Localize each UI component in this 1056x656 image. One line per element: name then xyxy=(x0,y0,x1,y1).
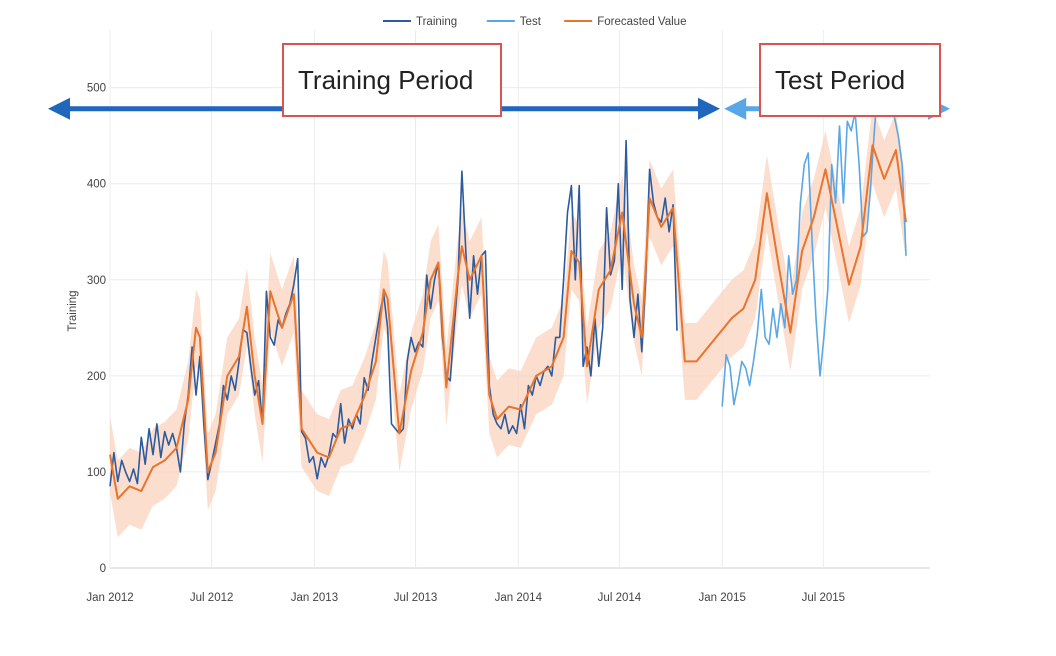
x-tick-label: Jan 2014 xyxy=(495,592,543,604)
y-tick-label: 300 xyxy=(87,275,106,287)
axes: 0 100 200 300 400 500 Jan 2012 Jul 2012 Jan 2013… xyxy=(67,83,845,604)
period-arrow-head-right xyxy=(698,97,720,120)
legend-entry: Forecasted Value xyxy=(597,16,686,28)
x-tick-label: Jan 2013 xyxy=(291,592,338,604)
series-lines xyxy=(109,48,907,500)
forecast-uncertainty-band xyxy=(110,106,906,538)
y-tick-label: 200 xyxy=(87,371,106,383)
series-line-training xyxy=(109,139,678,487)
test-period-label: Test Period xyxy=(759,43,941,117)
legend: Training Test Forecasted Value xyxy=(383,16,686,28)
period-arrow-head-left xyxy=(724,97,747,120)
series-line-test xyxy=(721,48,907,407)
training-period-label: Training Period xyxy=(282,43,502,117)
y-axis-title: Training xyxy=(67,290,79,331)
series-line-forecasted-value xyxy=(109,144,907,500)
period-arrow-head-left xyxy=(48,97,70,120)
x-tick-label: Jan 2012 xyxy=(86,592,133,604)
forecast-band xyxy=(110,106,906,538)
x-tick-label: Jul 2012 xyxy=(190,592,233,604)
y-tick-label: 100 xyxy=(87,467,106,479)
x-tick-label: Jul 2013 xyxy=(394,592,437,604)
legend-entry: Test xyxy=(520,16,542,28)
x-tick-label: Jul 2015 xyxy=(802,592,845,604)
y-tick-label: 500 xyxy=(87,83,106,95)
legend-entry: Training xyxy=(416,16,457,28)
y-tick-label: 400 xyxy=(87,179,106,191)
x-tick-label: Jul 2014 xyxy=(598,592,642,604)
x-tick-label: Jan 2015 xyxy=(699,592,746,604)
y-tick-label: 0 xyxy=(100,563,106,575)
